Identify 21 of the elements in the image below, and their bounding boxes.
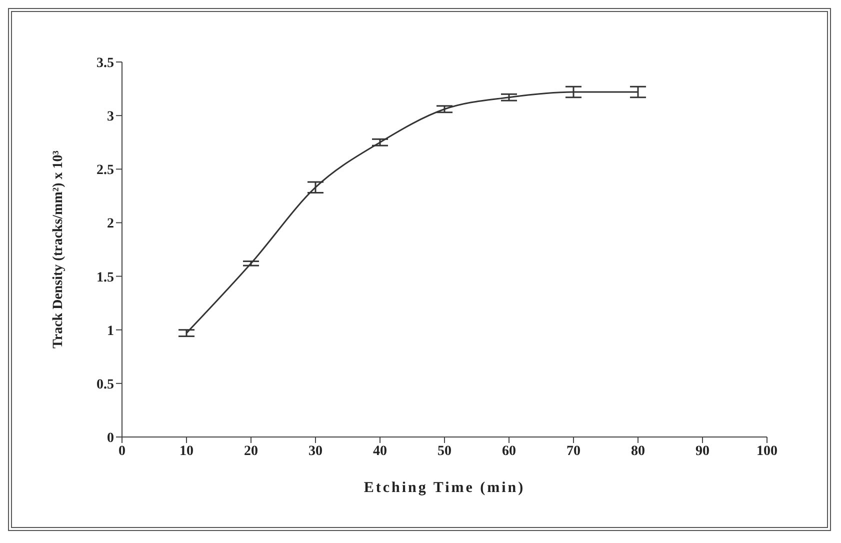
y-tick-label: 3 (107, 110, 114, 125)
x-tick-label: 0 (118, 444, 126, 459)
x-tick-label: 40 (373, 444, 387, 459)
x-tick-label: 70 (566, 444, 580, 459)
y-tick-label: 1.5 (96, 270, 114, 286)
y-tick-label: 0 (107, 430, 114, 446)
y-tick-label: 3.5 (96, 56, 114, 71)
x-tick-label: 100 (756, 444, 778, 459)
x-tick-label: 10 (180, 444, 194, 459)
y-tick-label: 2.5 (96, 163, 114, 178)
y-tick-label: 1 (107, 324, 114, 339)
y-tick-label: 2 (107, 216, 114, 232)
y-axis-title: Track Density (tracks/mm²) x 10³ (50, 150, 66, 348)
x-axis-title: Etching Time (min) (364, 480, 526, 496)
x-tick-label: 90 (696, 444, 710, 459)
x-tick-label: 80 (631, 444, 645, 459)
x-tick-label: 20 (244, 444, 258, 459)
x-tick-label: 50 (438, 444, 452, 459)
x-tick-label: 60 (502, 444, 516, 459)
x-tick-label: 30 (308, 444, 322, 459)
y-tick-label: 0.5 (96, 377, 114, 392)
